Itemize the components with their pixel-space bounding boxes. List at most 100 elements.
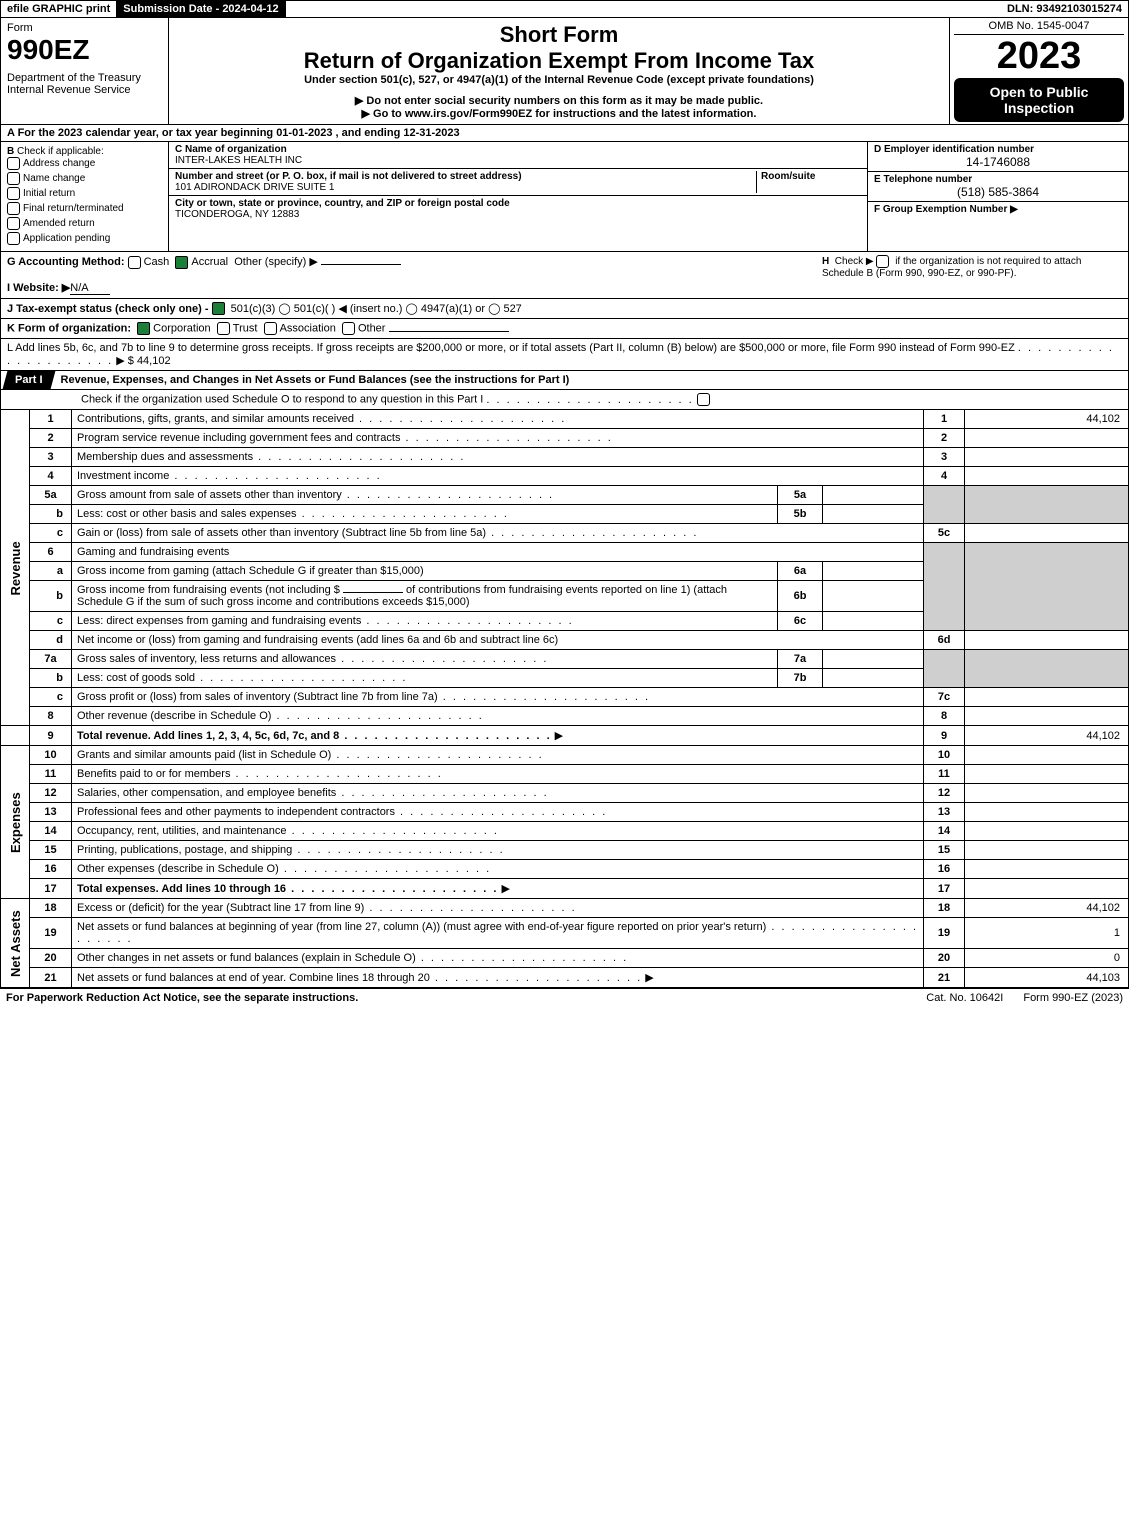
box-num: 11	[924, 765, 965, 784]
box-num: 7c	[924, 688, 965, 707]
line-num: c	[30, 524, 72, 543]
line-amount	[965, 746, 1129, 765]
checkbox-icon[interactable]	[7, 217, 20, 230]
box-num: 16	[924, 860, 965, 879]
inline-num: 5b	[778, 505, 823, 524]
section-a-tax-year: A For the 2023 calendar year, or tax yea…	[0, 125, 1129, 142]
g-other-input[interactable]	[321, 264, 401, 265]
line-amount	[965, 448, 1129, 467]
line-amount: 44,103	[965, 968, 1129, 988]
checkbox-icon[interactable]	[264, 322, 277, 335]
h-schedule-b: H Check ▶ if the organization is not req…	[814, 255, 1122, 295]
line-num: 7a	[30, 650, 72, 669]
box-num: 17	[924, 879, 965, 899]
org-name: INTER-LAKES HEALTH INC	[175, 155, 302, 166]
g-accounting: G Accounting Method: Cash Accrual Other …	[7, 255, 814, 295]
checkbox-icon[interactable]	[7, 172, 20, 185]
part1-title: Revenue, Expenses, and Changes in Net As…	[53, 374, 570, 386]
line-desc: Other revenue (describe in Schedule O)	[72, 707, 924, 726]
line-num: 10	[30, 746, 72, 765]
table-row: 14 Occupancy, rent, utilities, and maint…	[1, 822, 1129, 841]
note-ssn: ▶ Do not enter social security numbers o…	[175, 94, 943, 107]
table-row: 16 Other expenses (describe in Schedule …	[1, 860, 1129, 879]
line-num: 1	[30, 410, 72, 429]
side-revenue: Revenue	[1, 410, 30, 726]
org-name-box: C Name of organization INTER-LAKES HEALT…	[169, 142, 867, 169]
note-link[interactable]: ▶ Go to www.irs.gov/Form990EZ for instru…	[175, 107, 943, 120]
dots-icon	[486, 394, 693, 406]
cb-name-change[interactable]: Name change	[7, 172, 162, 185]
table-row: 11 Benefits paid to or for members 11	[1, 765, 1129, 784]
shaded-cell	[924, 486, 965, 524]
line-amount	[965, 524, 1129, 543]
line-amount	[965, 631, 1129, 650]
checkbox-icon[interactable]	[7, 187, 20, 200]
top-bar: efile GRAPHIC print Submission Date - 20…	[0, 0, 1129, 18]
l-amount: $ 44,102	[128, 355, 171, 367]
title-col: Short Form Return of Organization Exempt…	[169, 18, 949, 124]
street-value: 101 ADIRONDACK DRIVE SUITE 1	[175, 182, 335, 193]
form-number: 990EZ	[7, 34, 162, 66]
table-row: Revenue 1 Contributions, gifts, grants, …	[1, 410, 1129, 429]
efile-print[interactable]: efile GRAPHIC print	[1, 1, 117, 17]
checkbox-icon[interactable]	[7, 157, 20, 170]
website-value: N/A	[70, 282, 110, 295]
cb-address-change[interactable]: Address change	[7, 157, 162, 170]
city-box: City or town, state or province, country…	[169, 196, 867, 222]
checkbox-icon[interactable]	[128, 256, 141, 269]
cb-initial-return[interactable]: Initial return	[7, 187, 162, 200]
line-num: 11	[30, 765, 72, 784]
j-opts: 501(c)(3) ◯ 501(c)( ) ◀ (insert no.) ◯ 4…	[231, 303, 522, 315]
line-num: c	[30, 612, 72, 631]
line-amount	[965, 860, 1129, 879]
side-net-assets: Net Assets	[1, 899, 30, 988]
city-value: TICONDEROGA, NY 12883	[175, 209, 299, 220]
shaded-cell	[924, 543, 965, 631]
checkbox-icon[interactable]	[697, 393, 710, 406]
k-form-org: K Form of organization: Corporation Trus…	[0, 319, 1129, 339]
line-desc: Excess or (deficit) for the year (Subtra…	[72, 899, 924, 918]
shaded-cell	[965, 543, 1129, 631]
shaded-cell	[965, 650, 1129, 688]
checkbox-icon[interactable]	[7, 202, 20, 215]
line-num: b	[30, 581, 72, 612]
phone-value: (518) 585-3864	[874, 185, 1122, 199]
table-row: 6 Gaming and fundraising events	[1, 543, 1129, 562]
checkbox-icon[interactable]	[342, 322, 355, 335]
box-num: 4	[924, 467, 965, 486]
box-num: 2	[924, 429, 965, 448]
cb-application-pending[interactable]: Application pending	[7, 232, 162, 245]
checkbox-checked-icon[interactable]	[137, 322, 150, 335]
line-desc: Salaries, other compensation, and employ…	[72, 784, 924, 803]
table-row: 3 Membership dues and assessments 3	[1, 448, 1129, 467]
box-num: 10	[924, 746, 965, 765]
box-num: 1	[924, 410, 965, 429]
b-letter: B	[7, 146, 14, 157]
line-desc: Gross profit or (loss) from sales of inv…	[72, 688, 924, 707]
line-desc: Benefits paid to or for members	[72, 765, 924, 784]
ein-value: 14-1746088	[874, 155, 1122, 169]
line-desc: Gross amount from sale of assets other t…	[72, 486, 778, 505]
line-amount	[965, 803, 1129, 822]
f-label: F Group Exemption Number ▶	[874, 204, 1018, 215]
line-amount: 1	[965, 918, 1129, 949]
paperwork-notice: For Paperwork Reduction Act Notice, see …	[6, 992, 906, 1004]
line-num: 21	[30, 968, 72, 988]
checkbox-icon[interactable]	[876, 255, 889, 268]
inline-val	[823, 486, 924, 505]
checkbox-icon[interactable]	[7, 232, 20, 245]
j-tax-exempt: J Tax-exempt status (check only one) - 5…	[0, 299, 1129, 320]
street-label: Number and street (or P. O. box, if mail…	[175, 171, 522, 182]
cb-amended-return[interactable]: Amended return	[7, 217, 162, 230]
table-row: 2 Program service revenue including gove…	[1, 429, 1129, 448]
short-form-title: Short Form	[175, 22, 943, 48]
checkbox-icon[interactable]	[217, 322, 230, 335]
street-box: Number and street (or P. O. box, if mail…	[169, 169, 867, 196]
cb-label: Address change	[23, 158, 95, 169]
line-num: c	[30, 688, 72, 707]
k-other-input[interactable]	[389, 331, 509, 332]
checkbox-checked-icon[interactable]	[212, 302, 225, 315]
contrib-input[interactable]	[343, 592, 403, 593]
checkbox-checked-icon[interactable]	[175, 256, 188, 269]
cb-final-return[interactable]: Final return/terminated	[7, 202, 162, 215]
